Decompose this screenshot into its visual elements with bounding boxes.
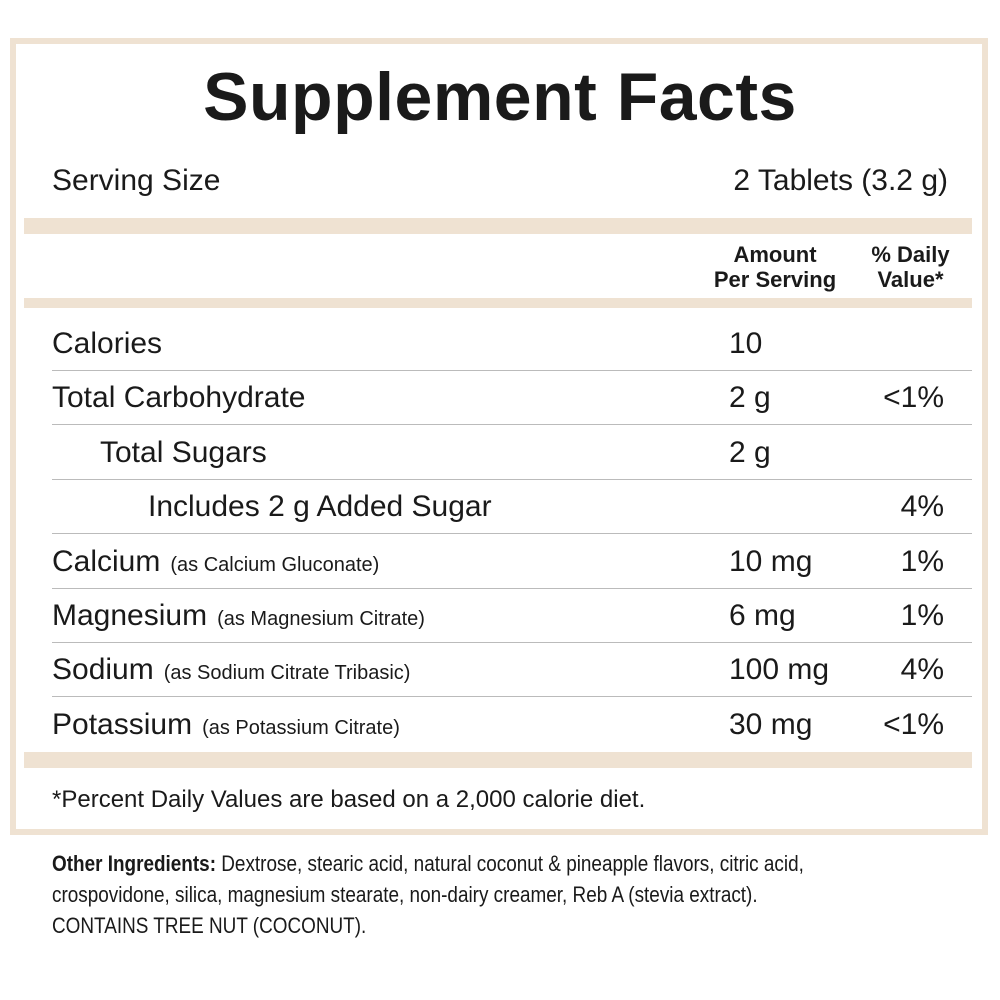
ingredients-line: CONTAINS TREE NUT (COCONUT).: [52, 913, 367, 938]
ingredients-text: Dextrose, stearic acid, natural coconut …: [221, 851, 804, 876]
label-border: [10, 38, 988, 835]
nutrient-row: Total Carbohydrate 2 g <1%: [24, 371, 972, 426]
amount: 10: [729, 327, 763, 360]
amount: 30 mg: [729, 707, 813, 741]
nutrient-name: Calcium: [52, 544, 161, 578]
nutrient-name-cell: Magnesium (as Magnesium Citrate): [52, 599, 425, 633]
daily-value: 1%: [900, 544, 944, 578]
nutrient-name-cell: Calories: [52, 327, 162, 361]
nutrient-name-cell: Total Sugars: [100, 436, 267, 470]
nutrient-name: Potassium: [52, 707, 193, 741]
header-line: Per Serving: [713, 267, 837, 292]
daily-value: 1%: [900, 599, 944, 632]
serving-size-value: 2 Tablets (3.2 g): [733, 164, 948, 197]
daily-value: <1%: [883, 381, 944, 415]
nutrient-source: (as Sodium Citrate Tribasic): [163, 662, 411, 685]
nutrient-name: Total Sugars: [100, 435, 267, 469]
nutrient-row: Sodium (as Sodium Citrate Tribasic) 100 mg…: [24, 643, 972, 698]
amount-header: Amount Per Serving: [695, 242, 855, 292]
divider-bar: [24, 218, 972, 234]
row-separator: [52, 424, 972, 426]
nutrient-source: (as Calcium Gluconate): [170, 553, 380, 576]
serving-size-label: Serving Size: [52, 164, 221, 197]
nutrient-row: Total Sugars 2 g: [24, 426, 972, 480]
nutrient-name: Calories: [52, 327, 163, 360]
nutrient-name: Sodium: [52, 653, 154, 687]
title: Supplement Facts: [203, 59, 797, 135]
nutrient-name-cell: Sodium (as Sodium Citrate Tribasic): [52, 653, 410, 687]
nutrient-name-cell: Potassium (as Potassium Citrate): [52, 708, 400, 742]
amount: 100 mg: [729, 653, 830, 687]
row-separator: [52, 696, 972, 698]
nutrient-row: Potassium (as Potassium Citrate) 30 mg <1%: [24, 698, 972, 752]
row-separator: [52, 370, 972, 371]
nutrient-name-cell: Calcium (as Calcium Gluconate): [52, 545, 379, 579]
nutrient-row: Calcium (as Calcium Gluconate) 10 mg 1%: [24, 535, 972, 589]
divider-bar: [24, 298, 972, 308]
footnote: *Percent Daily Values are based on a 2,0…: [52, 786, 646, 813]
header-line: Value*: [877, 267, 944, 292]
ingredients-line: Other Ingredients: Dextrose, stearic aci…: [52, 848, 804, 879]
header-line: Amount: [733, 242, 817, 267]
nutrient-source: (as Potassium Citrate): [202, 716, 400, 739]
nutrient-name: Total Carbohydrate: [52, 381, 306, 415]
row-separator: [52, 587, 972, 589]
ingredients-label: Other Ingredients:: [52, 851, 216, 876]
amount: 2 g: [729, 381, 771, 415]
other-ingredients: Other Ingredients: Dextrose, stearic aci…: [52, 848, 804, 941]
header-line: % Daily: [871, 242, 950, 267]
amount: 2 g: [729, 435, 771, 469]
row-separator: [52, 478, 972, 480]
nutrient-row: Magnesium (as Magnesium Citrate) 6 mg 1%: [24, 589, 972, 643]
daily-value: 4%: [900, 653, 944, 687]
divider-bar: [24, 752, 972, 768]
dv-header: % Daily Value*: [858, 242, 963, 292]
nutrient-name: Magnesium: [52, 599, 208, 632]
amount: 6 mg: [729, 599, 796, 632]
nutrient-row: Calories 10: [24, 317, 972, 371]
nutrient-source: (as Magnesium Citrate): [217, 608, 425, 630]
daily-value: 4%: [900, 490, 944, 524]
row-separator: [52, 642, 972, 643]
nutrient-name-cell: Total Carbohydrate: [52, 381, 305, 415]
nutrient-row: Includes 2 g Added Sugar 4%: [24, 480, 972, 535]
row-separator: [52, 533, 972, 535]
daily-value: <1%: [883, 707, 944, 741]
nutrient-name: Includes 2 g Added Sugar: [148, 490, 492, 524]
ingredients-line: crospovidone, silica, magnesium stearate…: [52, 882, 758, 907]
nutrient-name-cell: Includes 2 g Added Sugar: [148, 490, 492, 524]
amount: 10 mg: [729, 544, 813, 578]
